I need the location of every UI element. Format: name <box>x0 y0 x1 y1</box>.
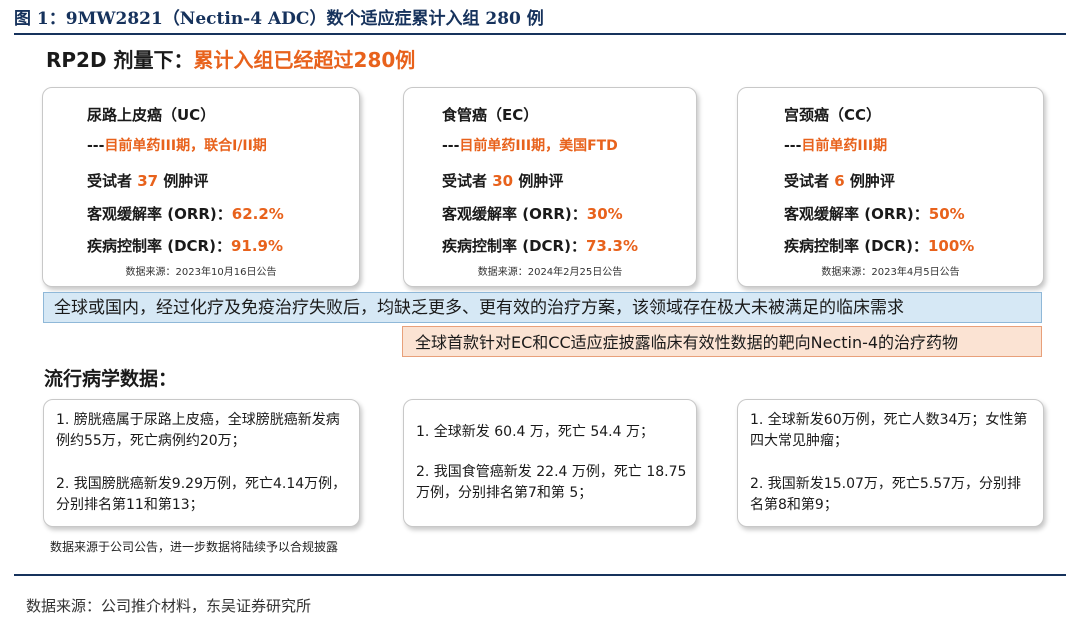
enrolled-count: 受试者 30 例肿评 <box>442 172 564 190</box>
source-note: 数据来源：公司推介材料，东吴证券研究所 <box>26 597 312 615</box>
card-source: 数据来源：2023年4月5日公告 <box>821 267 960 278</box>
card-source: 数据来源：2024年2月25日公告 <box>477 267 623 278</box>
trial-phase: ---目前单药III期，联合I/II期 <box>87 138 267 154</box>
enrolled-count: 受试者 37 例肿评 <box>87 172 209 190</box>
headline-highlight: 累计入组已经超过280例 <box>193 48 416 72</box>
epi-point-2: 2. 我国食管癌新发 22.4 万例，死亡 18.75 万例，分别排名第7和第 … <box>416 464 687 501</box>
epi-point-2: 2. 我国新发15.07万，死亡5.57万，分别排名第8和第9； <box>750 476 1022 513</box>
footnote: 数据来源于公司公告，进一步数据将陆续予以合规披露 <box>50 540 339 554</box>
trial-card-ec: 食管癌（EC） ---目前单药III期，美国FTD 受试者 30 例肿评 客观缓… <box>403 87 697 287</box>
indication-name: 食管癌（EC） <box>442 106 539 124</box>
trial-card-cc: 宫颈癌（CC） ---目前单药III期 受试者 6 例肿评 客观缓解率 (ORR… <box>737 87 1044 287</box>
epi-card-ec: 1. 全球新发 60.4 万，死亡 54.4 万； 2. 我国食管癌新发 22.… <box>403 399 697 527</box>
trial-phase: ---目前单药III期，美国FTD <box>442 138 618 154</box>
dcr-value: 疾病控制率 (DCR)：100% <box>784 237 975 255</box>
dcr-value: 疾病控制率 (DCR)：91.9% <box>87 237 283 255</box>
epi-point-1: 1. 全球新发60万例，死亡人数34万；女性第四大常见肿瘤； <box>750 412 1028 449</box>
orr-value: 客观缓解率 (ORR)：62.2% <box>87 205 284 223</box>
trial-card-uc: 尿路上皮癌（UC） ---目前单药III期，联合I/II期 受试者 37 例肿评… <box>42 87 360 287</box>
epidemiology-title: 流行病学数据： <box>44 368 178 390</box>
first-in-class-banner: 全球首款针对EC和CC适应症披露临床有效性数据的靶向Nectin-4的治疗药物 <box>402 326 1042 357</box>
unmet-need-banner: 全球或国内，经过化疗及免疫治疗失败后，均缺乏更多、更有效的治疗方案，该领域存在极… <box>43 292 1042 323</box>
bottom-divider <box>14 574 1066 576</box>
orr-value: 客观缓解率 (ORR)：50% <box>784 205 965 223</box>
epi-card-cc: 1. 全球新发60万例，死亡人数34万；女性第四大常见肿瘤； 2. 我国新发15… <box>737 399 1044 527</box>
top-divider <box>14 33 1066 35</box>
orr-value: 客观缓解率 (ORR)：30% <box>442 205 623 223</box>
dcr-value: 疾病控制率 (DCR)：73.3% <box>442 237 638 255</box>
card-source: 数据来源：2023年10月16日公告 <box>125 267 277 278</box>
enrolled-count: 受试者 6 例肿评 <box>784 172 895 190</box>
headline: RP2D 剂量下：累计入组已经超过280例 <box>46 44 415 73</box>
epi-point-1: 1. 膀胱癌属于尿路上皮癌，全球膀胱癌新发病例约55万，死亡病例约20万； <box>56 412 340 449</box>
epi-point-2: 2. 我国膀胱癌新发9.29万例，死亡4.14万例，分别排名第11和第13； <box>56 476 347 513</box>
indication-name: 尿路上皮癌（UC） <box>87 106 216 124</box>
trial-phase: ---目前单药III期 <box>784 138 888 154</box>
epi-point-1: 1. 全球新发 60.4 万，死亡 54.4 万； <box>416 424 654 440</box>
figure-title: 图 1：9MW2821（Nectin-4 ADC）数个适应症累计入组 280 例 <box>14 9 544 29</box>
epi-card-uc: 1. 膀胱癌属于尿路上皮癌，全球膀胱癌新发病例约55万，死亡病例约20万； 2.… <box>43 399 360 527</box>
indication-name: 宫颈癌（CC） <box>784 106 882 124</box>
headline-prefix: RP2D 剂量下： <box>46 48 194 72</box>
